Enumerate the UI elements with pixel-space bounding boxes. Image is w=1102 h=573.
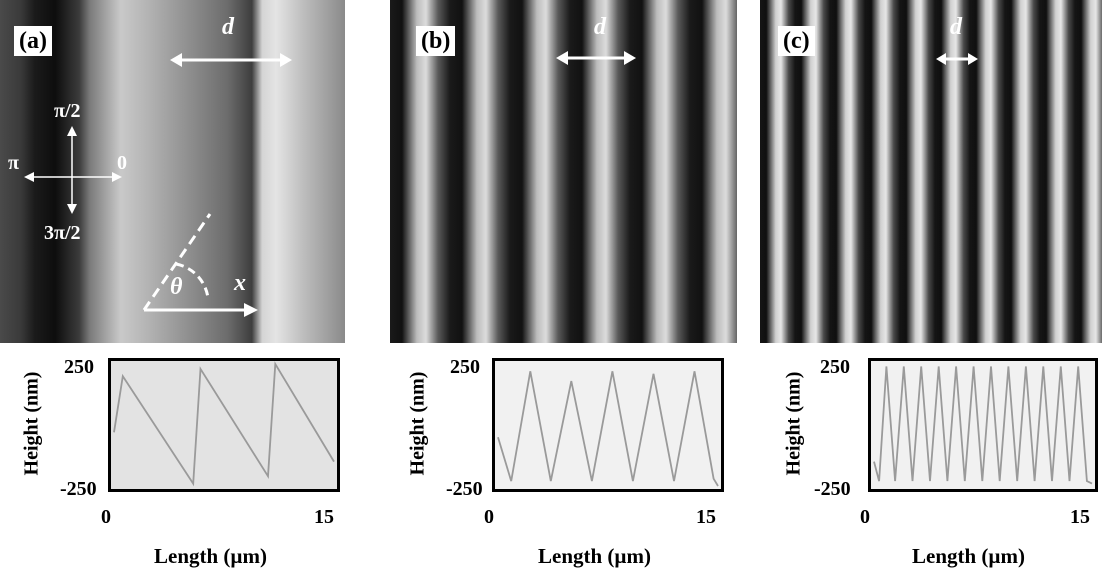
period-label-b: d — [594, 14, 606, 40]
direction-up-label: π/2 — [54, 100, 81, 122]
panel-label-c: (c) — [778, 26, 815, 56]
panel-label-a: (a) — [14, 26, 52, 56]
period-arrow-b — [556, 51, 636, 65]
x-tick-min-a: 0 — [101, 506, 111, 528]
x-tick-max-a: 15 — [314, 506, 334, 528]
x-tick-min-c: 0 — [860, 506, 870, 528]
y-axis-label-a: Height (nm) — [20, 371, 43, 476]
x-tick-max-c: 15 — [1070, 506, 1090, 528]
profile-trace-c — [873, 366, 1093, 485]
y-axis-label-c: Height (nm) — [782, 371, 805, 476]
panel-a: (a) d π/2 π 0 3π/2 θ x 250 -250 0 15 Hei… — [0, 0, 365, 573]
y-tick-min-c: -250 — [814, 478, 851, 500]
period-label-a: d — [222, 14, 234, 40]
height-profile-b — [492, 358, 724, 492]
x-axis-label-b: Length (µm) — [538, 544, 652, 568]
x-axis-label-a: Length (µm) — [154, 544, 268, 568]
y-tick-max-a: 250 — [64, 356, 94, 378]
profile-trace-b — [497, 371, 719, 487]
y-tick-min-b: -250 — [446, 478, 483, 500]
x-tick-max-b: 15 — [696, 506, 716, 528]
y-tick-max-b: 250 — [450, 356, 480, 378]
y-axis-label-b: Height (nm) — [406, 371, 429, 476]
panel-c: (c) d 250 -250 0 15 Height (nm) Length (… — [760, 0, 1102, 573]
period-arrow-a — [170, 53, 292, 67]
direction-down-label: 3π/2 — [44, 222, 81, 244]
period-arrow-c — [936, 53, 978, 65]
afm-image-a — [0, 0, 345, 343]
angle-diagram-icon — [142, 213, 258, 317]
y-tick-min-a: -250 — [60, 478, 97, 500]
period-label-c: d — [950, 14, 962, 40]
direction-right-label: 0 — [117, 152, 127, 174]
direction-left-label: π — [8, 152, 19, 174]
theta-label: θ — [170, 274, 183, 300]
x-tick-min-b: 0 — [484, 506, 494, 528]
y-tick-max-c: 250 — [820, 356, 850, 378]
profile-trace-a — [113, 361, 335, 487]
height-profile-c — [868, 358, 1098, 492]
x-axis-label-c: Length (µm) — [912, 544, 1026, 568]
panel-b: (b) d 250 -250 0 15 Height (nm) Length (… — [390, 0, 740, 573]
afm-image-c — [760, 0, 1102, 343]
x-axis-label: x — [234, 270, 246, 296]
height-profile-a — [108, 358, 340, 492]
panel-label-b: (b) — [416, 26, 456, 56]
direction-cross-icon — [24, 126, 122, 214]
